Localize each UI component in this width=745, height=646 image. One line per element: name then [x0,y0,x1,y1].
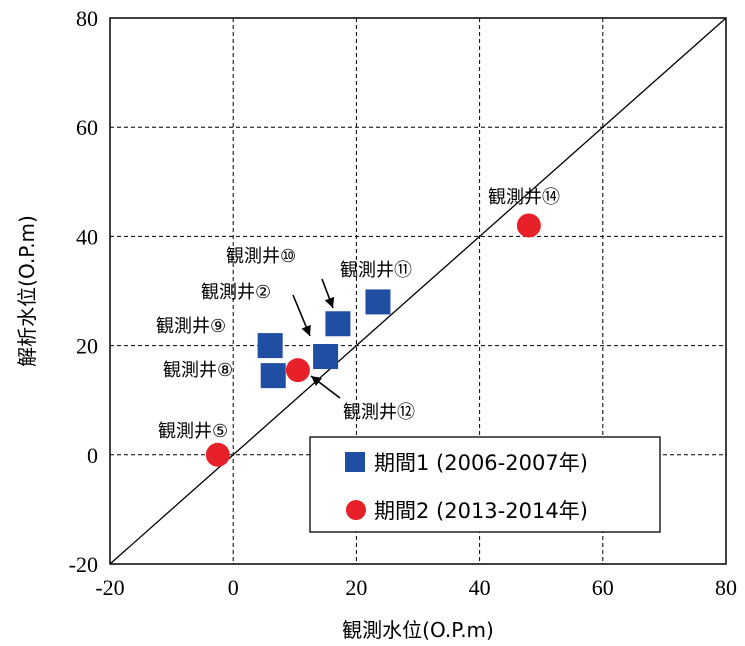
x-tick-label: 40 [469,575,491,600]
annotation-label: 観測井② [201,282,271,303]
x-tick-label: 20 [345,575,367,600]
y-axis-title: 解析水位(O.P.m) [15,215,39,367]
data-point-square [257,333,283,359]
tick-labels: -20 0 20 40 60 80 -20 0 20 40 60 80 [69,6,737,600]
y-tick-label: 40 [76,224,98,249]
y-tick-label: -20 [69,552,98,577]
annotation-label: 観測井⑪ [340,260,412,281]
annotation-arrowhead [311,376,322,387]
legend-box [309,436,661,533]
data-point-square [260,363,286,389]
legend-marker-circle [346,500,366,520]
annotation-arrowhead [301,324,311,336]
y-tick-label: 0 [87,443,98,468]
annotations: 観測井⑤ 観測井⑧ 観測井⑨ 観測井② 観測井⑩ 観測井⑪ 観測井⑫ 観測井⑭ [156,187,560,442]
x-tick-label: -20 [95,575,124,600]
data-point-square [325,311,351,337]
data-point-square [365,289,391,315]
legend-label-series1: 期間1 (2006-2007年) [374,451,588,475]
annotation-arrowhead [324,296,335,308]
annotation-label: 観測井⑧ [163,360,233,381]
y-tick-label: 60 [76,115,98,140]
x-tick-label: 60 [592,575,614,600]
data-point-circle [205,442,230,467]
data-point-square [313,344,339,370]
data-points [205,213,541,467]
y-tick-label: 80 [76,6,98,31]
legend-marker-square [345,452,365,472]
annotation-label: 観測井⑤ [158,421,228,442]
x-tick-label: 80 [715,575,737,600]
annotation-arrows [292,278,341,399]
data-point-circle [516,213,541,238]
x-tick-label: 0 [228,575,239,600]
y-tick-label: 20 [76,334,98,359]
annotation-label: 観測井⑨ [156,316,226,337]
annotation-label: 観測井⑭ [488,187,560,208]
legend: 期間1 (2006-2007年) 期間2 (2013-2014年) [309,436,661,533]
reference-line-y-equals-x [109,17,727,565]
annotation-label: 観測井⑩ [226,246,296,267]
annotation-label: 観測井⑫ [343,402,415,423]
plot-frame [109,17,727,565]
data-point-circle [285,358,310,383]
legend-label-series2: 期間2 (2013-2014年) [374,499,588,523]
x-axis-title: 観測水位(O.P.m) [342,618,494,642]
